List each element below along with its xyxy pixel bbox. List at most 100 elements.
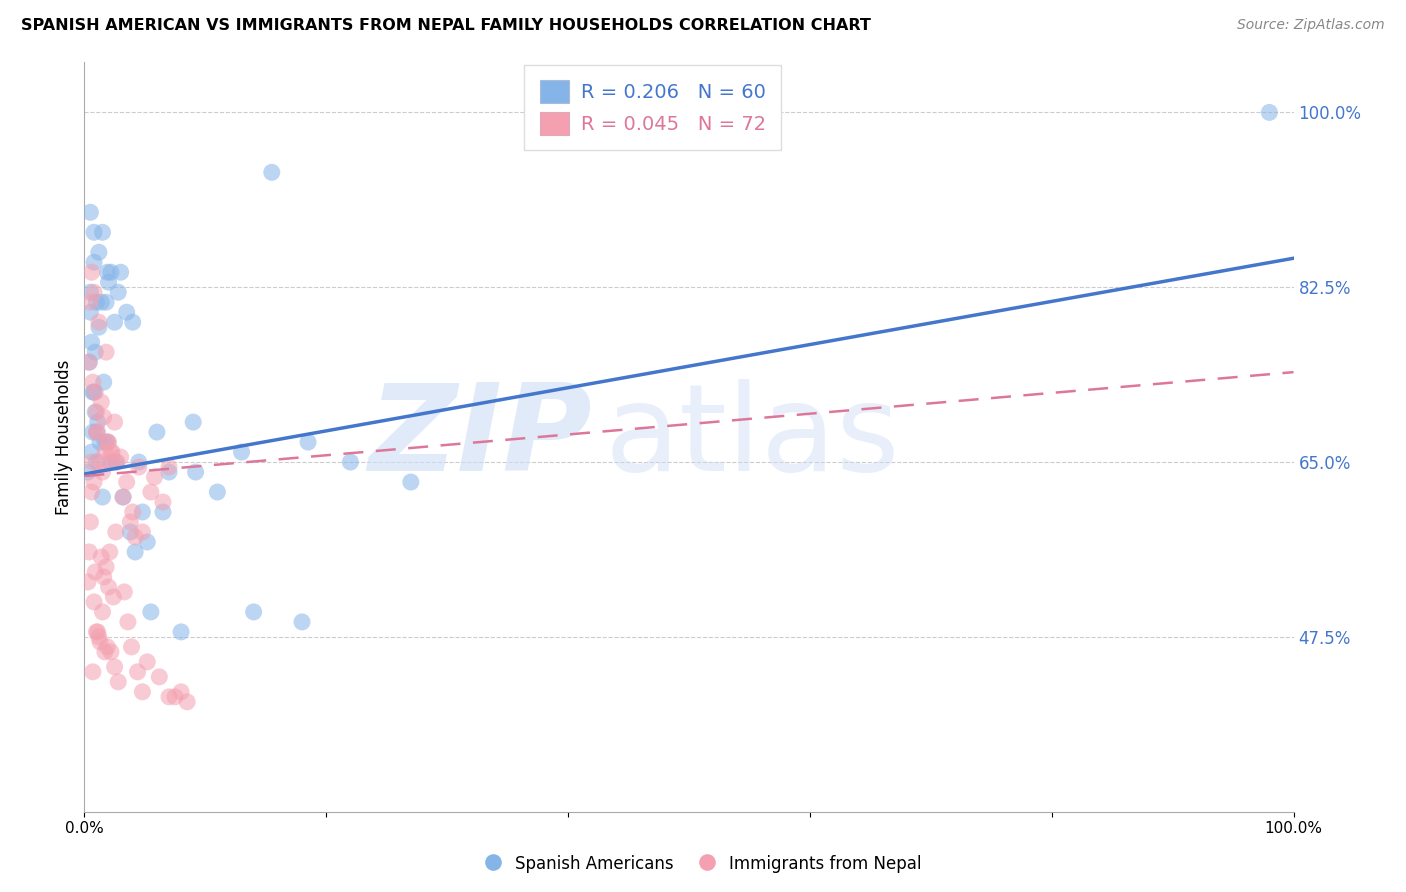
Point [103, 590, 125, 604]
Point [91, 605, 114, 619]
Point [121, 315, 143, 329]
Point [181, 415, 204, 429]
Point [98, 455, 121, 469]
Point [87, 630, 110, 644]
Point [82, 425, 104, 439]
Point [79, 205, 101, 219]
Point [77, 355, 100, 369]
Point [117, 615, 139, 629]
Point [94, 445, 117, 459]
Point [104, 315, 127, 329]
Point [87, 315, 110, 329]
Point [94, 435, 117, 450]
Point [87, 245, 110, 260]
Point [157, 465, 180, 479]
Point [110, 265, 132, 279]
Point [148, 670, 170, 684]
Point [86, 455, 108, 469]
Point [112, 490, 135, 504]
Point [115, 305, 138, 319]
Point [89, 635, 111, 649]
Point [105, 455, 128, 469]
Point [87, 320, 110, 334]
Point [91, 465, 114, 479]
Point [115, 475, 138, 489]
Point [297, 435, 319, 450]
Point [143, 470, 166, 484]
Point [86, 624, 108, 639]
Point [127, 665, 149, 679]
Point [89, 435, 111, 450]
Point [124, 545, 146, 559]
Point [176, 695, 198, 709]
Point [104, 660, 127, 674]
Point [77, 465, 100, 479]
Point [79, 285, 101, 300]
Point [93, 375, 115, 389]
Point [86, 415, 108, 429]
Point [128, 455, 150, 469]
Point [97, 435, 120, 450]
Point [104, 415, 127, 429]
Y-axis label: Family Households: Family Households [55, 359, 73, 515]
Point [107, 285, 129, 300]
Point [139, 485, 162, 500]
Point [242, 605, 264, 619]
Point [152, 495, 174, 509]
Point [83, 385, 105, 400]
Point [100, 265, 122, 279]
Point [121, 640, 143, 654]
Point [84, 385, 107, 400]
Point [97, 275, 120, 289]
Point [86, 425, 108, 439]
Point [89, 455, 111, 469]
Text: Source: ZipAtlas.com: Source: ZipAtlas.com [1237, 18, 1385, 32]
Point [96, 435, 118, 450]
Point [83, 595, 105, 609]
Point [82, 385, 104, 400]
Point [84, 565, 107, 579]
Point [79, 515, 101, 529]
Point [101, 455, 124, 469]
Point [131, 524, 153, 539]
Point [165, 690, 187, 704]
Point [90, 395, 112, 409]
Point [260, 165, 283, 179]
Point [94, 560, 117, 574]
Point [77, 545, 100, 559]
Point [80, 265, 103, 279]
Point [84, 405, 107, 419]
Point [100, 645, 122, 659]
Point [83, 475, 105, 489]
Point [120, 515, 142, 529]
Point [84, 345, 107, 359]
Point [96, 640, 118, 654]
Point [100, 445, 122, 459]
Point [94, 295, 117, 310]
Point [1258, 105, 1281, 120]
Point [128, 460, 150, 475]
Point [104, 524, 127, 539]
Point [136, 535, 159, 549]
Point [136, 655, 159, 669]
Point [96, 435, 118, 450]
Point [93, 410, 115, 425]
Point [83, 225, 105, 239]
Point [86, 405, 108, 419]
Point [80, 455, 103, 469]
Point [79, 295, 101, 310]
Point [157, 460, 180, 475]
Point [94, 345, 117, 359]
Point [94, 645, 117, 659]
Point [131, 685, 153, 699]
Point [131, 505, 153, 519]
Point [170, 685, 193, 699]
Point [291, 615, 314, 629]
Point [97, 580, 120, 594]
Point [91, 490, 114, 504]
Point [79, 305, 101, 319]
Point [90, 295, 112, 310]
Point [77, 574, 100, 589]
Point [86, 295, 108, 310]
Point [112, 490, 135, 504]
